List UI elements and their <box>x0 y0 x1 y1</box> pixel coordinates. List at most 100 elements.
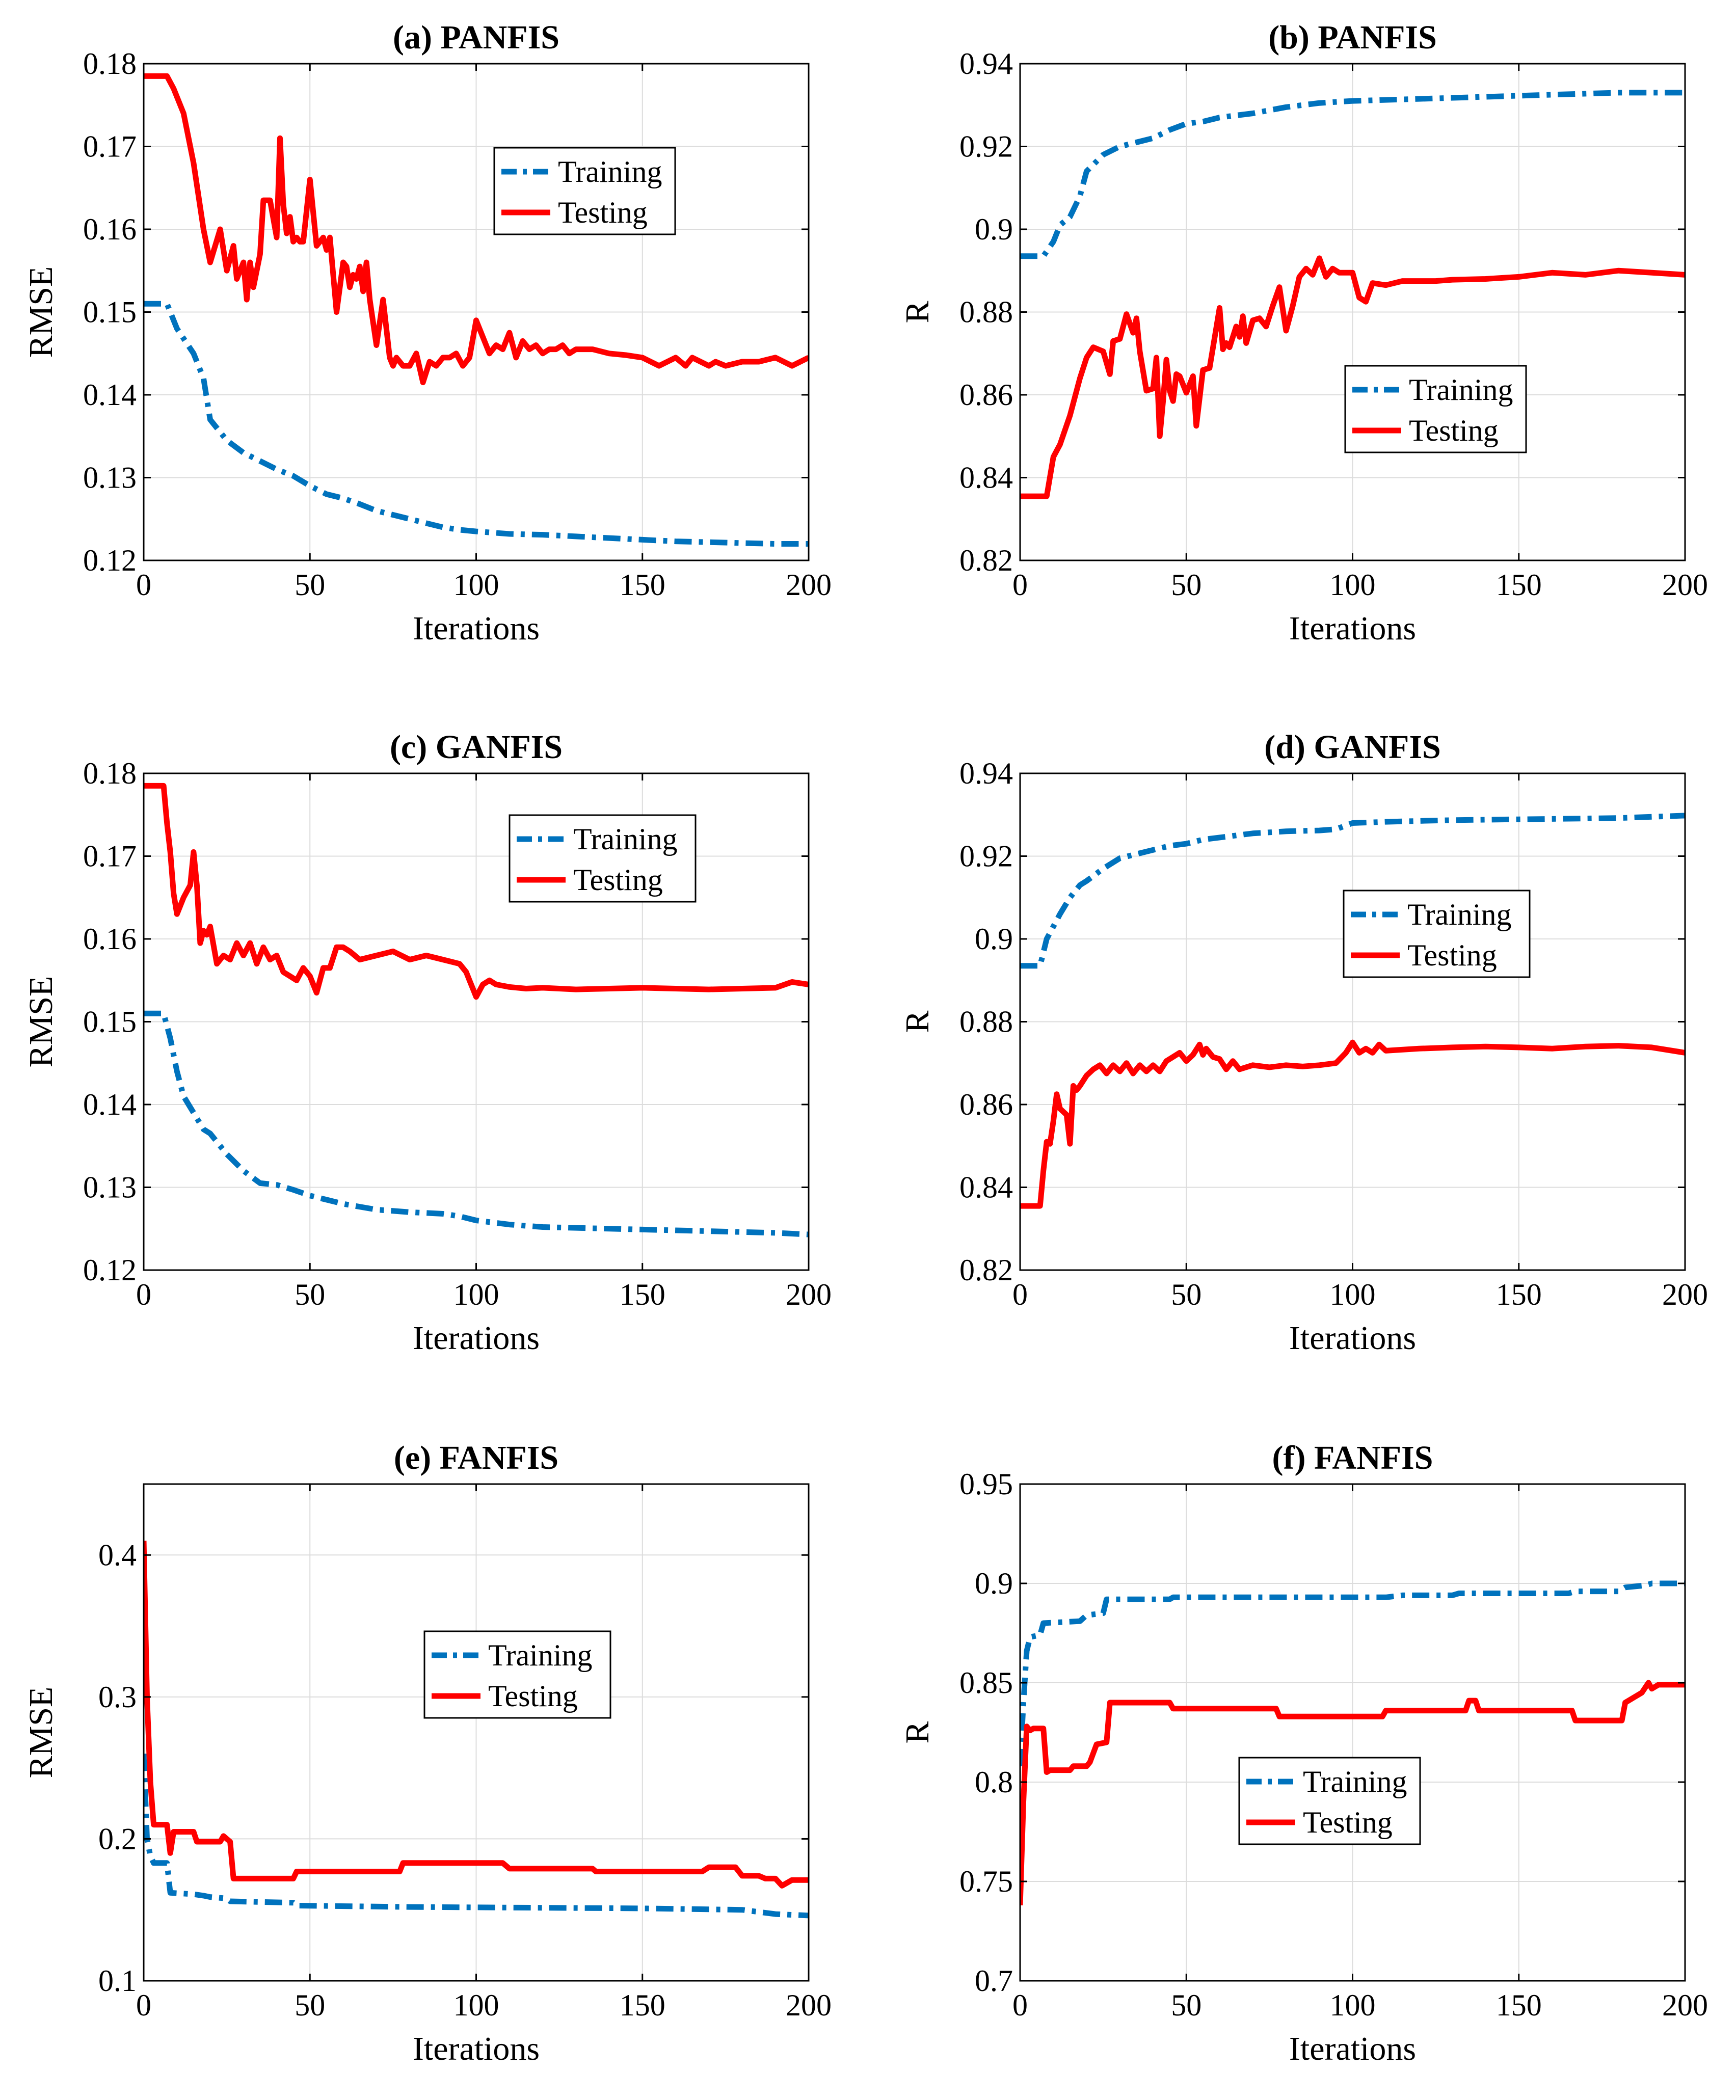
y-tick-label: 0.18 <box>83 757 137 790</box>
panel-f: 0 50 100 150 200 0.7 0.75 0.8 0.85 0.9 0.95 (f) FAN… <box>899 1439 1708 2067</box>
y-axis-label: RMSE <box>22 1687 60 1779</box>
y-tick-label: 0.16 <box>83 212 137 246</box>
y-tick-label: 0.84 <box>959 1171 1013 1204</box>
grid-lines <box>144 64 809 560</box>
y-tick-label: 0.1 <box>98 1964 137 1998</box>
grid-lines <box>144 773 809 1270</box>
legend-box <box>1238 1757 1421 1845</box>
series-line-training <box>1020 90 1685 259</box>
y-tick-label: 0.95 <box>959 1467 1013 1501</box>
x-tick-label: 100 <box>453 568 499 602</box>
x-tick-label: 200 <box>1662 568 1708 602</box>
series-line-training <box>1020 813 1685 969</box>
legend-label-testing: Testing <box>488 1679 578 1713</box>
x-tick-label: 0 <box>136 1278 151 1311</box>
series-line-testing <box>144 1541 809 1889</box>
y-tick-label: 0.9 <box>975 212 1013 246</box>
legend-label-testing: Testing <box>558 196 648 229</box>
x-tick-label: 100 <box>1330 1278 1376 1311</box>
y-tick-label: 0.8 <box>975 1765 1013 1799</box>
series-line-testing <box>1020 1680 1685 1905</box>
x-axis-label: Iterations <box>1289 2030 1416 2067</box>
legend: Training Testing <box>509 814 697 903</box>
legend-box <box>493 147 676 235</box>
panel-e: 0 50 100 150 200 0.1 0.2 0.3 0.4 (e) FANFIS Iterat… <box>22 1439 832 2067</box>
y-tick-label: 0.18 <box>83 47 137 80</box>
series-line-training <box>144 1754 809 1919</box>
x-tick-label: 200 <box>1662 1278 1708 1311</box>
x-tick-label: 100 <box>1330 1988 1376 2022</box>
y-tick-label: 0.2 <box>98 1822 137 1855</box>
legend: Training Testing <box>493 147 676 235</box>
series-line-testing <box>144 783 809 1000</box>
x-tick-label: 150 <box>620 568 665 602</box>
x-tick-label: 150 <box>620 1278 665 1311</box>
y-axis-label: R <box>899 1010 936 1033</box>
x-tick-label: 0 <box>1012 1278 1028 1311</box>
series-line-testing <box>1020 1039 1685 1209</box>
x-tick-label: 0 <box>1012 1988 1028 2022</box>
grid-lines <box>144 1484 809 1981</box>
legend-box <box>423 1630 611 1719</box>
y-tick-label: 0.13 <box>83 461 137 495</box>
x-axis-label: Iterations <box>1289 610 1416 647</box>
legend-box <box>1343 890 1531 978</box>
x-axis-label: Iterations <box>413 610 540 647</box>
series-line-testing <box>144 73 809 386</box>
y-tick-label: 0.7 <box>975 1964 1013 1998</box>
y-axis-label: RMSE <box>22 266 60 358</box>
grid-lines <box>1020 1484 1685 1981</box>
x-tick-label: 150 <box>1496 1988 1542 2022</box>
y-tick-label: 0.17 <box>83 130 137 164</box>
x-tick-label: 200 <box>786 1278 832 1311</box>
chart-title: (d) GANFIS <box>1264 729 1441 766</box>
y-axis-label: RMSE <box>22 976 60 1068</box>
y-axis-label: R <box>899 301 936 323</box>
x-axis-label: Iterations <box>1289 1320 1416 1357</box>
y-axis-label: R <box>899 1721 936 1743</box>
panel-a: 0 50 100 150 200 0.12 0.13 0.14 0.15 0.16 0.17 0.18… <box>22 19 832 647</box>
x-tick-label: 50 <box>1171 1278 1201 1311</box>
legend-label-training: Training <box>1303 1765 1407 1798</box>
y-tick-label: 0.85 <box>959 1666 1013 1700</box>
legend-label-training: Training <box>573 822 678 856</box>
legend-label-testing: Testing <box>1303 1806 1393 1839</box>
chart-title: (c) GANFIS <box>390 729 563 766</box>
x-tick-label: 50 <box>295 1988 325 2022</box>
y-tick-label: 0.15 <box>83 1005 137 1039</box>
y-tick-label: 0.9 <box>975 1567 1013 1600</box>
legend-label-training: Training <box>1407 898 1512 931</box>
x-tick-label: 100 <box>453 1278 499 1311</box>
y-tick-label: 0.84 <box>959 461 1013 495</box>
panel-d: 0 50 100 150 200 0.82 0.84 0.86 0.88 0.9 0.92 0.94 (… <box>899 729 1708 1357</box>
y-tick-label: 0.75 <box>959 1865 1013 1898</box>
x-tick-label: 150 <box>620 1988 665 2022</box>
series-line-training <box>144 301 809 547</box>
chart-title: (a) PANFIS <box>393 19 559 56</box>
y-tick-label: 0.16 <box>83 922 137 956</box>
chart-title: (b) PANFIS <box>1268 19 1437 56</box>
panel-c: 0 50 100 150 200 0.12 0.13 0.14 0.15 0.16 0.17 0.18… <box>22 729 832 1357</box>
legend: Training Testing <box>1238 1757 1421 1845</box>
y-tick-label: 0.14 <box>83 1088 137 1121</box>
x-tick-label: 100 <box>1330 568 1376 602</box>
y-tick-label: 0.88 <box>959 1005 1013 1039</box>
legend-label-testing: Testing <box>573 863 663 897</box>
y-tick-label: 0.92 <box>959 130 1013 164</box>
y-tick-label: 0.82 <box>959 1253 1013 1287</box>
legend-label-testing: Testing <box>1409 414 1499 447</box>
y-tick-label: 0.17 <box>83 840 137 873</box>
y-tick-label: 0.4 <box>98 1538 137 1572</box>
y-tick-label: 0.12 <box>83 544 137 577</box>
x-tick-label: 150 <box>1496 568 1542 602</box>
x-tick-label: 0 <box>136 1988 151 2022</box>
legend-box <box>1344 365 1527 453</box>
y-tick-label: 0.86 <box>959 1088 1013 1121</box>
legend-label-training: Training <box>1409 373 1513 407</box>
x-tick-label: 150 <box>1496 1278 1542 1311</box>
y-tick-label: 0.94 <box>959 47 1013 80</box>
legend: Training Testing <box>1344 365 1527 453</box>
x-tick-label: 200 <box>1662 1988 1708 2022</box>
legend: Training Testing <box>1343 890 1531 978</box>
